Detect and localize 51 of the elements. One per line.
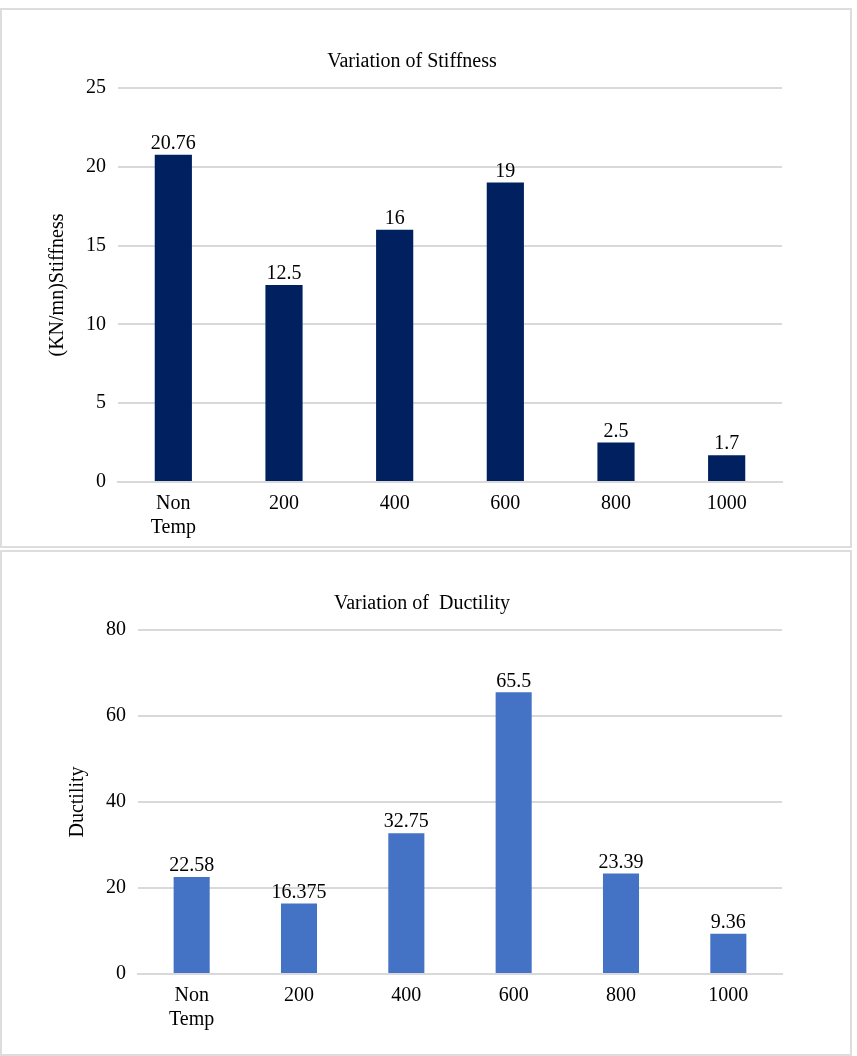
y-axis-title: (KN/mn)Stiffness — [45, 213, 69, 357]
x-tick-label: 1000 — [706, 491, 747, 514]
y-tick-label: 20 — [106, 875, 126, 898]
data-label: 19 — [495, 158, 516, 181]
y-tick-label: 10 — [86, 311, 106, 334]
x-tick-label: 600 — [498, 983, 529, 1006]
x-tick-label: 1000 — [708, 983, 749, 1006]
chart-title: Variation of Stiffness — [327, 49, 498, 72]
data-label: 9.36 — [710, 910, 746, 932]
x-tick-label: 800 — [601, 491, 631, 514]
y-tick-label: 40 — [106, 789, 126, 812]
x-tick-label: Non Temp — [169, 983, 215, 1031]
y-tick-label: 0 — [116, 961, 126, 984]
bar — [710, 933, 747, 973]
bar — [280, 903, 318, 973]
chart-title: Variation of Ductility — [333, 591, 511, 615]
y-tick-label: 80 — [106, 617, 126, 640]
data-label: 16 — [384, 206, 405, 229]
data-label: 1.7 — [714, 431, 740, 454]
bar — [708, 455, 746, 481]
x-tick-label: 400 — [391, 983, 422, 1006]
data-label: 2.5 — [603, 418, 629, 441]
data-label: 23.39 — [598, 849, 644, 872]
bar — [486, 182, 524, 481]
x-tick-label: 200 — [269, 491, 299, 514]
data-label: 32.75 — [383, 809, 429, 832]
data-label: 16.375 — [271, 879, 327, 902]
bar — [154, 154, 192, 481]
y-tick-label: 25 — [86, 75, 106, 98]
y-tick-label: 60 — [106, 703, 126, 726]
y-tick-label: 5 — [96, 390, 106, 413]
x-tick-label: Non Temp — [150, 491, 196, 539]
bar — [602, 873, 640, 973]
data-label: 12.5 — [266, 261, 302, 284]
y-axis-title: Ductility — [65, 766, 89, 838]
x-tick-label: 800 — [606, 983, 636, 1006]
data-label: 65.5 — [496, 668, 532, 691]
x-tick-label: 600 — [490, 491, 521, 514]
bar — [265, 285, 303, 481]
bar — [597, 442, 635, 481]
bar — [388, 833, 425, 973]
data-label: 20.76 — [150, 131, 196, 154]
x-tick-label: 200 — [284, 983, 314, 1006]
y-tick-label: 0 — [96, 469, 106, 492]
data-label: 22.58 — [169, 853, 215, 876]
y-tick-label: 15 — [86, 232, 106, 255]
x-tick-label: 400 — [379, 491, 410, 514]
y-tick-label: 20 — [86, 154, 106, 177]
bar — [376, 229, 414, 481]
bar — [495, 692, 532, 973]
bar — [173, 876, 210, 973]
